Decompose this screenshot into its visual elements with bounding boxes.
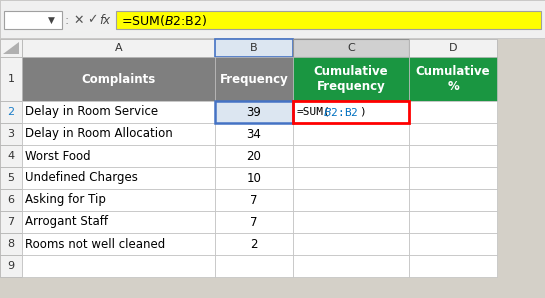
Text: 3: 3 [8,129,15,139]
Bar [215,101,293,123]
Bar [22,57,215,101]
Text: 6: 6 [8,195,15,205]
Bar [22,211,215,233]
Bar [409,211,497,233]
Bar [215,189,293,211]
Text: B: B [250,43,258,53]
Text: 5: 5 [8,173,15,183]
Text: Frequency: Frequency [220,72,288,86]
Text: 39: 39 [246,105,262,119]
Text: 4: 4 [8,151,15,161]
Text: 2: 2 [8,107,15,117]
Bar [0,123,22,145]
Bar [293,233,409,255]
Bar [116,11,541,29]
Bar [4,11,62,29]
Text: 10: 10 [246,172,262,184]
Text: 20: 20 [246,150,262,162]
Text: D: D [449,43,457,53]
Bar [215,211,293,233]
Bar [22,145,215,167]
Bar [293,101,409,123]
Bar [409,189,497,211]
Bar [0,211,22,233]
Bar [0,0,545,38]
Text: 9: 9 [8,261,15,271]
Bar [22,101,215,123]
Bar [22,255,215,277]
Bar [215,255,293,277]
Bar [215,145,293,167]
Bar [215,233,293,255]
Text: Rooms not well cleaned: Rooms not well cleaned [25,238,165,251]
Bar [22,123,215,145]
Text: Worst Food: Worst Food [25,150,90,162]
Text: Cumulative
Frequency: Cumulative Frequency [314,65,388,93]
Bar [409,57,497,101]
Text: Delay in Room Service: Delay in Room Service [25,105,158,119]
Bar [0,39,22,57]
Text: :: : [65,13,69,27]
Bar [215,101,293,123]
Bar [22,189,215,211]
Text: C: C [347,43,355,53]
Text: 34: 34 [246,128,262,140]
Text: Asking for Tip: Asking for Tip [25,193,106,207]
Bar [215,57,293,101]
Text: ▼: ▼ [47,15,55,24]
Bar [409,167,497,189]
Text: 2: 2 [250,238,258,251]
Bar [293,39,409,57]
Bar [0,101,22,123]
Bar [215,39,293,57]
Bar [293,167,409,189]
Bar [409,233,497,255]
Bar [0,145,22,167]
Bar [409,255,497,277]
Text: Complaints: Complaints [81,72,156,86]
Text: =SUM($B$2:B2): =SUM($B$2:B2) [121,13,207,27]
Text: Cumulative
%: Cumulative % [416,65,490,93]
Bar [0,255,22,277]
Text: ✕: ✕ [74,13,84,27]
Bar [22,39,215,57]
Bar [293,123,409,145]
Text: 1: 1 [8,74,15,84]
Bar [22,167,215,189]
Text: =SUM(: =SUM( [297,107,331,117]
Bar [409,145,497,167]
Bar [293,255,409,277]
Text: 8: 8 [8,239,15,249]
Text: 7: 7 [8,217,15,227]
Text: A: A [114,43,122,53]
Bar [0,189,22,211]
Text: Delay in Room Allocation: Delay in Room Allocation [25,128,173,140]
Bar [0,57,22,101]
Bar [215,167,293,189]
Bar [409,101,497,123]
Bar [293,145,409,167]
Bar [215,123,293,145]
Text: ): ) [359,107,366,117]
Bar [409,123,497,145]
Text: Arrogant Staff: Arrogant Staff [25,215,108,229]
Bar [293,57,409,101]
Bar [0,233,22,255]
Bar [22,233,215,255]
Text: $B$2:B2: $B$2:B2 [323,106,359,118]
Bar [293,101,409,123]
Bar [0,167,22,189]
Bar [293,189,409,211]
Text: 7: 7 [250,193,258,207]
Text: 7: 7 [250,215,258,229]
Polygon shape [3,42,19,54]
Bar [293,211,409,233]
Text: Undefined Charges: Undefined Charges [25,172,138,184]
Bar [409,39,497,57]
Text: ✓: ✓ [87,13,97,27]
Text: fx: fx [99,13,111,27]
